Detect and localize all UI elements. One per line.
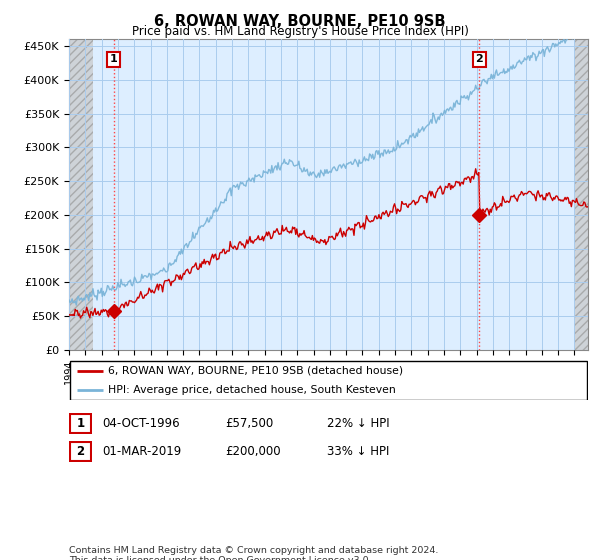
FancyBboxPatch shape [70,414,91,433]
Text: 04-OCT-1996: 04-OCT-1996 [102,417,179,430]
FancyBboxPatch shape [70,442,91,461]
Text: HPI: Average price, detached house, South Kesteven: HPI: Average price, detached house, Sout… [108,385,395,394]
Text: 2: 2 [476,54,483,64]
Text: 1: 1 [76,417,85,430]
Text: 6, ROWAN WAY, BOURNE, PE10 9SB: 6, ROWAN WAY, BOURNE, PE10 9SB [154,14,446,29]
Text: 6, ROWAN WAY, BOURNE, PE10 9SB (detached house): 6, ROWAN WAY, BOURNE, PE10 9SB (detached… [108,366,403,376]
Text: 22% ↓ HPI: 22% ↓ HPI [327,417,389,430]
Text: 1: 1 [110,54,118,64]
Text: 01-MAR-2019: 01-MAR-2019 [102,445,181,458]
Text: 33% ↓ HPI: 33% ↓ HPI [327,445,389,458]
Text: Price paid vs. HM Land Registry's House Price Index (HPI): Price paid vs. HM Land Registry's House … [131,25,469,38]
Text: £57,500: £57,500 [225,417,273,430]
Text: £200,000: £200,000 [225,445,281,458]
Bar [69,39,94,350]
FancyBboxPatch shape [70,361,587,400]
Text: 2: 2 [76,445,85,458]
Text: Contains HM Land Registry data © Crown copyright and database right 2024.
This d: Contains HM Land Registry data © Crown c… [69,546,439,560]
Bar [574,39,588,350]
